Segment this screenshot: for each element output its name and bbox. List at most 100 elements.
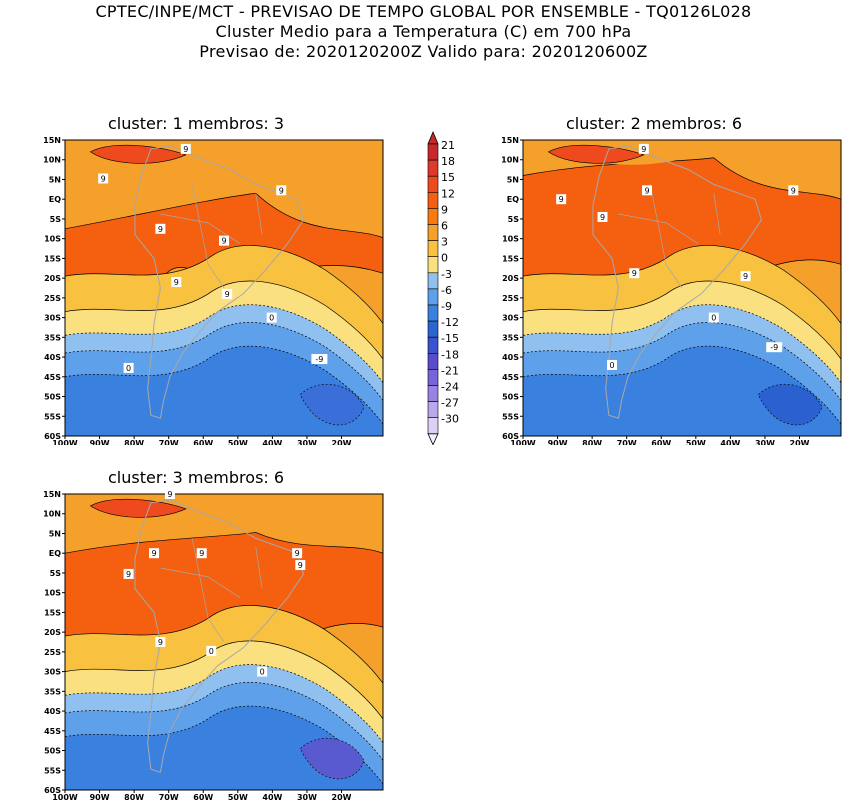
colorbar-swatch — [427, 256, 439, 274]
lat-tick-label: 35S — [502, 333, 519, 342]
contour-label: -9 — [770, 343, 778, 352]
colorbar-swatch — [427, 320, 439, 338]
contour-label-box — [123, 568, 134, 579]
map-frame — [64, 493, 384, 791]
cold-band — [522, 345, 842, 437]
colorbar-label: -18 — [441, 348, 459, 361]
lat-tick-label: 15N — [43, 136, 61, 145]
contour-label-box — [164, 489, 175, 499]
main-title: CPTEC/INPE/MCT - PREVISAO DE TEMPO GLOBA… — [95, 2, 752, 21]
contour-label: 0 — [711, 314, 716, 323]
lat-tick-label: 5N — [49, 175, 61, 184]
lon-tick-label: 30W — [297, 439, 317, 445]
colorbar-label: -9 — [441, 300, 452, 313]
contour-label-box — [222, 288, 233, 299]
lat-tick-label: 60S — [502, 432, 519, 441]
contour-label: 9 — [183, 145, 188, 154]
colorbar-swatch — [427, 143, 439, 161]
lon-tick-label: 100W — [52, 439, 78, 445]
colorbar-swatch — [427, 240, 439, 257]
colorbar-label: -27 — [441, 397, 459, 410]
lat-tick-label: 45S — [44, 373, 61, 382]
lat-tick-label: 60S — [44, 786, 61, 795]
lat-tick-label: 20S — [44, 274, 61, 283]
lat-tick-label: 40S — [502, 353, 519, 362]
cold-core — [757, 383, 823, 426]
colorbar-label: 0 — [441, 252, 448, 265]
lat-tick-label: 5N — [49, 529, 61, 538]
lat-tick-label: 25S — [44, 294, 61, 303]
contour-label-box — [629, 268, 640, 279]
hot-cell — [89, 144, 187, 164]
contour-label: 9 — [791, 186, 796, 195]
lat-tick-label: 55S — [44, 412, 61, 421]
map-title-cluster-2: cluster: 2 membros: 6 — [566, 114, 743, 133]
contour-label-box — [206, 645, 217, 656]
colorbar-label: 15 — [441, 171, 455, 184]
map-frame — [64, 139, 384, 437]
contour-label-box — [788, 185, 799, 196]
lat-tick-label: 35S — [44, 333, 61, 342]
lon-tick-label: 70W — [159, 793, 179, 802]
lon-tick-label: 90W — [548, 439, 568, 445]
subtitle-variable: Cluster Medio para a Temperatura (C) em … — [215, 22, 632, 41]
lon-tick-label: 100W — [52, 793, 78, 802]
lon-tick-label: 90W — [90, 439, 110, 445]
lat-tick-label: 5N — [507, 175, 519, 184]
lat-tick-label: 15S — [502, 254, 519, 263]
continent-outline — [592, 145, 763, 419]
contour-label-box — [607, 359, 618, 370]
contour-label-box — [292, 548, 303, 559]
country-border — [160, 567, 241, 598]
contour-label: 9 — [743, 272, 748, 281]
contour-label: 9 — [158, 638, 163, 647]
hot-cell — [547, 144, 645, 164]
lon-tick-label: 30W — [755, 439, 775, 445]
lat-tick-label: 45S — [502, 373, 519, 382]
lat-tick-label: 5S — [508, 215, 520, 224]
country-border — [160, 213, 241, 244]
lon-tick-label: 40W — [720, 439, 740, 445]
colorbar-swatch — [427, 304, 439, 322]
contour-label: 9 — [279, 186, 284, 195]
contour-label: 0 — [609, 361, 614, 370]
lat-tick-label: 30S — [44, 314, 61, 323]
contour-label-box — [98, 173, 109, 184]
contour-label: -9 — [315, 355, 323, 364]
country-border — [255, 193, 263, 235]
lon-tick-label: 50W — [686, 439, 706, 445]
contour-label: 9 — [158, 225, 163, 234]
colorbar-label: -15 — [441, 332, 459, 345]
lat-tick-label: 55S — [44, 766, 61, 775]
colorbar-top-arrow — [427, 130, 439, 145]
lon-tick-label: 70W — [159, 439, 179, 445]
colorbar-label: 18 — [441, 155, 455, 168]
lat-tick-label: 30S — [44, 668, 61, 677]
colorbar-label: -6 — [441, 284, 452, 297]
colorbar-swatch — [427, 208, 439, 225]
colorbar-swatch — [427, 159, 439, 177]
lat-tick-label: 5S — [50, 569, 62, 578]
contour-label: 9 — [126, 570, 131, 579]
colorbar-label: 6 — [441, 220, 448, 233]
contour-label-box — [766, 342, 783, 353]
continent-outline — [134, 499, 305, 773]
lat-tick-label: 40S — [44, 353, 61, 362]
map-panel-cluster-3: 9 9 9 9 9 9 9 0 0 15N 10N 5N EQ 5S 10S 15S 20S 25S 30S 35S 4… — [43, 489, 384, 802]
lat-tick-label: 10N — [43, 510, 61, 519]
colorbar-label: 9 — [441, 203, 448, 216]
lon-tick-label: 60W — [193, 793, 213, 802]
lat-tick-label: 50S — [502, 393, 519, 402]
country-border — [255, 547, 263, 589]
lat-tick-label: 10N — [43, 156, 61, 165]
country-border — [649, 184, 683, 289]
lon-tick-label: 60W — [651, 439, 671, 445]
lon-tick-label: 60W — [193, 439, 213, 445]
contour-label: 9 — [298, 561, 303, 570]
lon-tick-label: 90W — [90, 793, 110, 802]
colorbar-label: 21 — [441, 139, 455, 152]
lat-tick-label: 15S — [44, 254, 61, 263]
lat-tick-label: 55S — [502, 412, 519, 421]
contour-label: 9 — [600, 213, 605, 222]
lat-tick-label: 15N — [501, 136, 519, 145]
